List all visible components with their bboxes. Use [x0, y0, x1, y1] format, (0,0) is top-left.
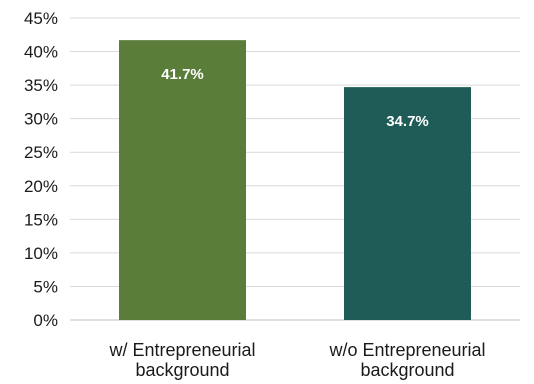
y-tick-label: 5%: [33, 277, 58, 296]
y-tick-label: 15%: [24, 210, 58, 229]
bar-data-label: 34.7%: [386, 113, 429, 130]
bars: [119, 40, 471, 320]
y-tick-label: 45%: [24, 9, 58, 28]
y-tick-label: 25%: [24, 143, 58, 162]
y-tick-label: 35%: [24, 76, 58, 95]
x-category-label: background: [135, 360, 229, 380]
x-category-label: w/ Entrepreneurial: [108, 340, 255, 360]
data-labels: 41.7% 34.7%: [161, 66, 429, 130]
bar: [344, 87, 471, 320]
y-tick-label: 10%: [24, 244, 58, 263]
bar: [119, 40, 246, 320]
y-tick-label: 20%: [24, 177, 58, 196]
y-tick-label: 30%: [24, 110, 58, 129]
bar-data-label: 41.7%: [161, 66, 204, 83]
x-category-label: w/o Entrepreneurial: [328, 340, 485, 360]
x-category-label: background: [360, 360, 454, 380]
y-tick-label: 40%: [24, 43, 58, 62]
y-axis-tick-labels: 0% 5% 10% 15% 20% 25% 30% 35% 40% 45%: [24, 9, 58, 330]
y-tick-label: 0%: [33, 311, 58, 330]
